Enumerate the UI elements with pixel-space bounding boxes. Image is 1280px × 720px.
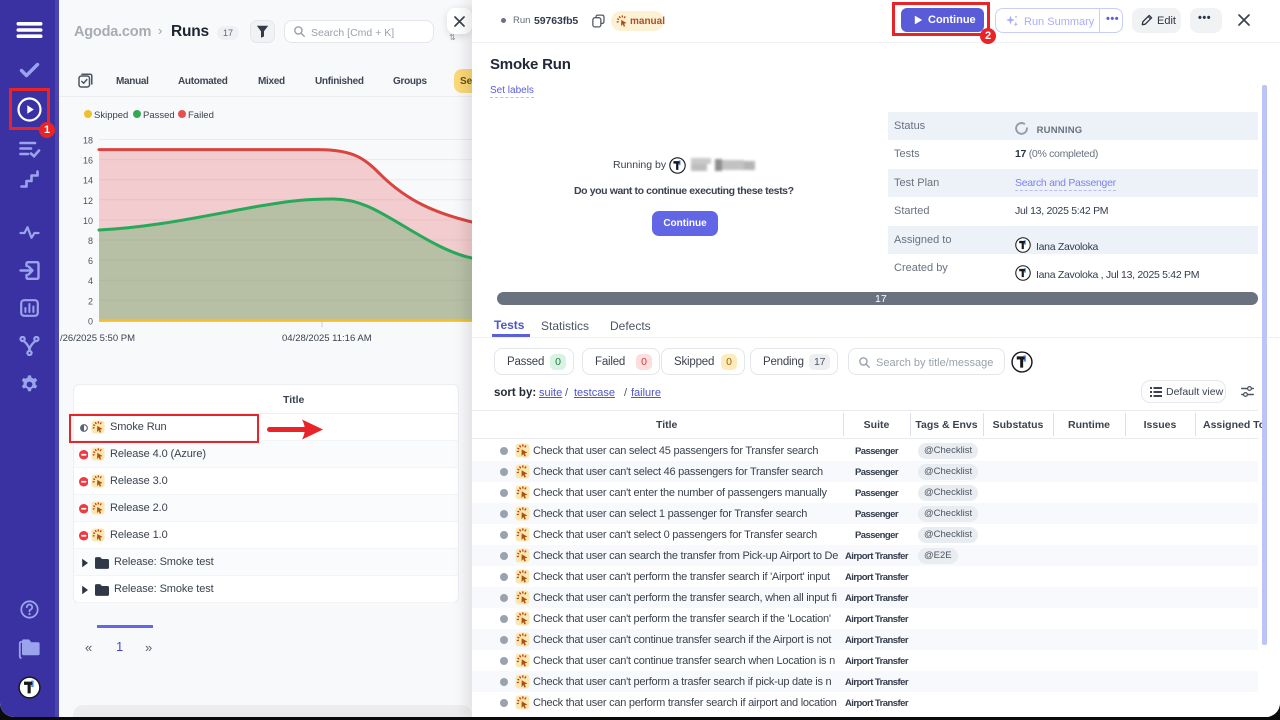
svg-text:4: 4 bbox=[88, 276, 93, 286]
svg-text:8: 8 bbox=[88, 236, 93, 246]
svg-text:0: 0 bbox=[88, 316, 93, 326]
svg-text:6: 6 bbox=[88, 256, 93, 266]
svg-text:/26/2025 5:50 PM: /26/2025 5:50 PM bbox=[60, 333, 135, 344]
svg-text:04/28/2025 11:16 AM: 04/28/2025 11:16 AM bbox=[282, 333, 372, 344]
svg-text:2: 2 bbox=[88, 296, 93, 306]
svg-text:12: 12 bbox=[83, 196, 93, 206]
svg-text:14: 14 bbox=[83, 176, 93, 186]
svg-text:10: 10 bbox=[83, 216, 93, 226]
svg-text:18: 18 bbox=[83, 136, 93, 146]
svg-text:16: 16 bbox=[83, 156, 93, 166]
